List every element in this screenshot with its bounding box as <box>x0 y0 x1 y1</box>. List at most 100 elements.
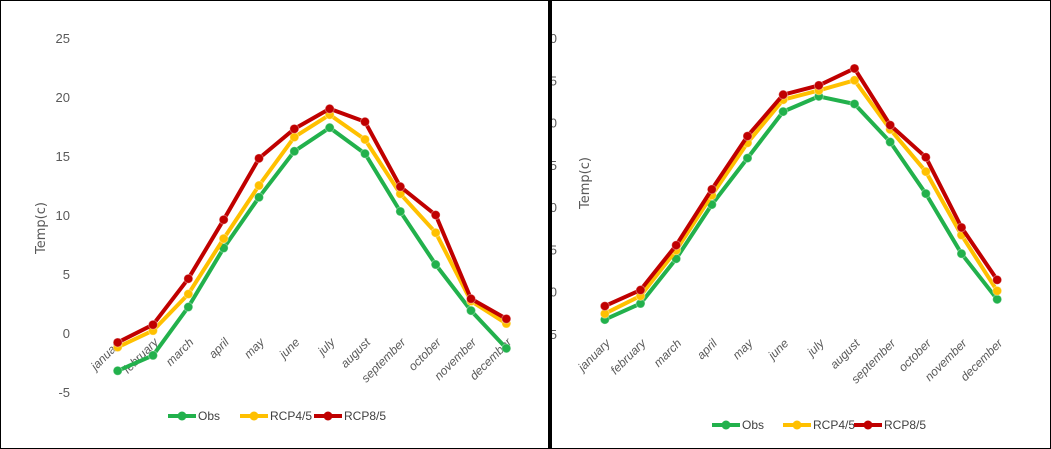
y-tick-label: -5 <box>58 385 70 400</box>
data-point <box>183 289 194 300</box>
chart-right: Temp(c) 510152025303540januaryfebruaryma… <box>552 31 1006 432</box>
data-point <box>395 206 406 217</box>
data-point <box>501 343 512 354</box>
y-tick-label: 10 <box>552 285 557 300</box>
data-point <box>778 106 789 117</box>
y-tick-label: 25 <box>56 31 70 46</box>
x-tick-label: january <box>574 336 614 376</box>
series-line <box>116 106 508 345</box>
y-tick-label: 25 <box>552 158 557 173</box>
data-point <box>254 192 264 203</box>
x-tick-label: march <box>163 335 197 369</box>
data-point <box>635 285 646 296</box>
series-line <box>116 112 508 350</box>
data-point <box>112 337 123 348</box>
data-point <box>885 120 896 131</box>
y-tick-label: 0 <box>63 326 70 341</box>
legend-marker <box>323 411 333 421</box>
data-point <box>254 180 264 191</box>
data-point <box>849 63 860 74</box>
legend-label: RCP4/5 <box>813 418 855 432</box>
y-tick-label: 40 <box>552 31 557 46</box>
y-tick-label: 5 <box>552 327 557 342</box>
legend-label: Obs <box>198 409 220 423</box>
data-point <box>148 319 158 330</box>
y-tick-label: 30 <box>552 116 557 131</box>
data-point <box>992 294 1003 305</box>
data-point <box>430 259 441 270</box>
y-tick-label: 20 <box>56 90 70 105</box>
data-point <box>813 80 824 91</box>
y-tick-label: 10 <box>56 208 70 223</box>
data-point <box>466 305 476 316</box>
y-tick-label: 35 <box>552 73 557 88</box>
y-axis-title: Temp(c) <box>578 157 593 210</box>
data-point <box>360 134 370 145</box>
x-tick-label: june <box>764 336 792 364</box>
data-point <box>742 153 753 164</box>
y-tick-label: 15 <box>56 149 70 164</box>
legend-marker <box>249 411 259 421</box>
legend-marker <box>721 420 731 430</box>
data-point <box>360 116 370 127</box>
data-point <box>599 301 610 312</box>
legend-marker <box>792 420 802 430</box>
data-point <box>849 98 860 109</box>
data-point <box>956 222 967 233</box>
data-point <box>289 123 300 134</box>
data-point <box>706 184 717 195</box>
data-point <box>324 122 335 133</box>
data-point <box>254 153 264 164</box>
y-tick-label: 5 <box>63 267 70 282</box>
x-tick-label: may <box>730 336 757 363</box>
x-tick-label: april <box>206 335 232 361</box>
data-point <box>885 137 896 148</box>
x-tick-label: july <box>803 336 828 361</box>
panel-divider <box>548 0 552 449</box>
legend-label: Obs <box>742 418 764 432</box>
data-point <box>920 152 931 163</box>
x-tick-label: april <box>694 336 720 362</box>
series-line <box>603 66 999 308</box>
data-point <box>360 148 370 159</box>
x-tick-label: july <box>314 335 339 360</box>
data-point <box>218 214 229 225</box>
y-axis-title: Temp(c) <box>34 202 49 255</box>
data-point <box>395 181 406 192</box>
legend-label: RCP4/5 <box>270 409 312 423</box>
data-point <box>778 89 789 100</box>
x-tick-label: february <box>608 336 650 378</box>
data-point <box>956 248 967 259</box>
legend-label: RCP8/5 <box>344 409 386 423</box>
data-point <box>466 293 476 304</box>
data-point <box>289 146 300 157</box>
data-point <box>183 273 194 284</box>
x-tick-label: may <box>241 335 268 362</box>
data-point <box>183 302 194 313</box>
data-point <box>920 188 931 199</box>
x-tick-label: march <box>651 336 685 370</box>
data-point <box>992 285 1003 296</box>
data-point <box>324 103 335 114</box>
legend-marker <box>863 420 873 430</box>
data-point <box>849 75 860 86</box>
y-tick-label: 15 <box>552 242 557 257</box>
legend-marker <box>177 411 187 421</box>
legend-label: RCP8/5 <box>884 418 926 432</box>
series-line <box>603 78 999 316</box>
data-point <box>671 240 682 251</box>
data-point <box>992 274 1003 285</box>
data-point <box>430 210 441 220</box>
data-point <box>501 313 512 324</box>
data-point <box>218 233 229 244</box>
data-point <box>148 350 158 361</box>
x-tick-label: june <box>275 335 303 363</box>
series-line <box>603 94 999 322</box>
data-point <box>430 227 441 238</box>
data-point <box>742 131 753 142</box>
data-point <box>920 166 931 177</box>
y-tick-label: 20 <box>552 200 557 215</box>
data-point <box>112 365 123 376</box>
